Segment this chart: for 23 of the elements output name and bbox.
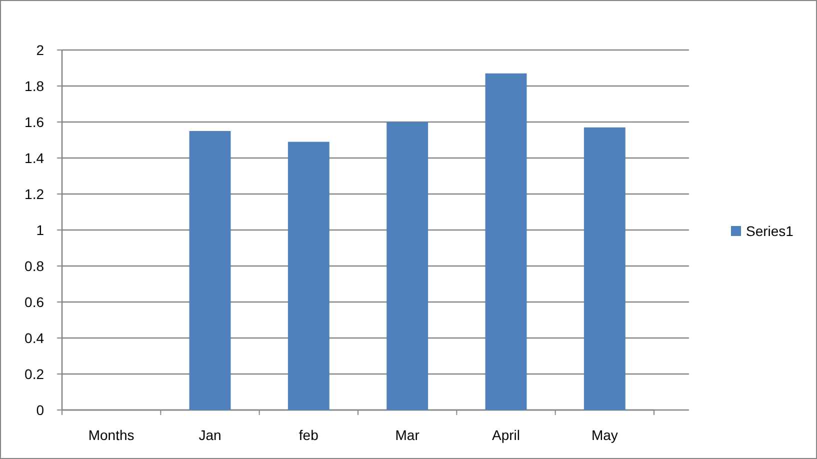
y-tick-label: 0.4 — [24, 330, 44, 346]
bar — [485, 73, 527, 410]
bar — [189, 131, 231, 410]
x-tick-label: May — [591, 427, 618, 443]
x-tick-label: April — [492, 427, 520, 443]
y-tick-label: 1.4 — [24, 150, 44, 166]
x-tick-label: Months — [88, 427, 134, 443]
bar — [386, 122, 428, 410]
y-tick-label: 2 — [36, 42, 44, 58]
bar — [288, 142, 330, 410]
bar — [584, 127, 626, 410]
y-tick-label: 0 — [36, 402, 44, 418]
y-tick-label: 1.2 — [24, 186, 44, 202]
y-tick-label: 1.6 — [24, 114, 44, 130]
x-tick-label: Jan — [198, 427, 222, 443]
y-tick-label: 0.8 — [24, 258, 44, 274]
y-tick-label: 1.8 — [24, 78, 44, 94]
legend-label: Series1 — [746, 222, 794, 239]
x-tick-label: Mar — [395, 427, 420, 443]
y-tick-label: 0.6 — [24, 294, 44, 310]
x-tick-label: feb — [298, 427, 319, 443]
y-tick-label: 0.2 — [24, 366, 44, 382]
y-tick-label: 1 — [36, 222, 44, 238]
